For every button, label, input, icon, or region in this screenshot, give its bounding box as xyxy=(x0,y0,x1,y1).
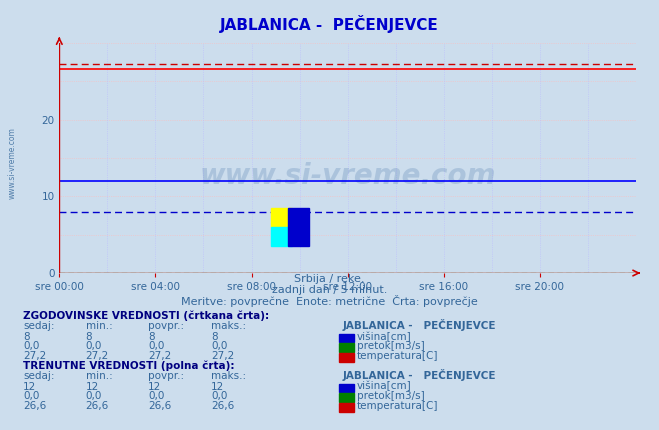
Text: zadnji dan / 5 minut.: zadnji dan / 5 minut. xyxy=(272,285,387,295)
Text: JABLANICA -   PEČENJEVCE: JABLANICA - PEČENJEVCE xyxy=(343,369,496,381)
Text: ZGODOVINSKE VREDNOSTI (črtkana črta):: ZGODOVINSKE VREDNOSTI (črtkana črta): xyxy=(23,310,269,321)
Text: 26,6: 26,6 xyxy=(86,401,109,411)
Text: 27,2: 27,2 xyxy=(23,351,46,361)
Text: 0,0: 0,0 xyxy=(211,391,227,401)
Text: 27,2: 27,2 xyxy=(148,351,171,361)
Text: sedaj:: sedaj: xyxy=(23,321,55,332)
Bar xyxy=(271,208,292,227)
Text: 8: 8 xyxy=(211,332,217,342)
Text: Meritve: povprečne  Enote: metrične  Črta: povprečje: Meritve: povprečne Enote: metrične Črta:… xyxy=(181,295,478,307)
Text: JABLANICA -  PEČENJEVCE: JABLANICA - PEČENJEVCE xyxy=(220,15,439,33)
Text: višina[cm]: višina[cm] xyxy=(357,381,412,392)
Text: 8: 8 xyxy=(86,332,92,342)
Text: 0,0: 0,0 xyxy=(148,391,165,401)
Text: TRENUTNE VREDNOSTI (polna črta):: TRENUTNE VREDNOSTI (polna črta): xyxy=(23,360,235,371)
Text: sedaj:: sedaj: xyxy=(23,371,55,381)
Text: 0,0: 0,0 xyxy=(148,341,165,351)
Text: 0,0: 0,0 xyxy=(23,391,40,401)
Text: temperatura[C]: temperatura[C] xyxy=(357,351,439,361)
Text: temperatura[C]: temperatura[C] xyxy=(357,401,439,411)
Text: 0,0: 0,0 xyxy=(86,391,102,401)
Text: www.si-vreme.com: www.si-vreme.com xyxy=(8,127,17,200)
Text: povpr.:: povpr.: xyxy=(148,321,185,332)
Text: 27,2: 27,2 xyxy=(86,351,109,361)
Text: 12: 12 xyxy=(86,381,99,392)
Text: www.si-vreme.com: www.si-vreme.com xyxy=(200,163,496,190)
Text: 8: 8 xyxy=(148,332,155,342)
Text: min.:: min.: xyxy=(86,321,113,332)
Text: Srbija / reke.: Srbija / reke. xyxy=(295,273,364,284)
Text: 0,0: 0,0 xyxy=(23,341,40,351)
Text: 27,2: 27,2 xyxy=(211,351,234,361)
Bar xyxy=(288,208,309,246)
Text: 26,6: 26,6 xyxy=(148,401,171,411)
Text: JABLANICA -   PEČENJEVCE: JABLANICA - PEČENJEVCE xyxy=(343,319,496,332)
Text: višina[cm]: višina[cm] xyxy=(357,331,412,342)
Text: maks.:: maks.: xyxy=(211,371,246,381)
Text: povpr.:: povpr.: xyxy=(148,371,185,381)
Text: 0,0: 0,0 xyxy=(86,341,102,351)
Text: 12: 12 xyxy=(148,381,161,392)
Text: 26,6: 26,6 xyxy=(211,401,234,411)
Text: 12: 12 xyxy=(23,381,36,392)
Text: 8: 8 xyxy=(23,332,30,342)
Text: 12: 12 xyxy=(211,381,224,392)
Text: maks.:: maks.: xyxy=(211,321,246,332)
Text: 26,6: 26,6 xyxy=(23,401,46,411)
Text: pretok[m3/s]: pretok[m3/s] xyxy=(357,391,425,401)
Text: min.:: min.: xyxy=(86,371,113,381)
Text: pretok[m3/s]: pretok[m3/s] xyxy=(357,341,425,351)
Bar xyxy=(271,227,292,246)
Text: 0,0: 0,0 xyxy=(211,341,227,351)
